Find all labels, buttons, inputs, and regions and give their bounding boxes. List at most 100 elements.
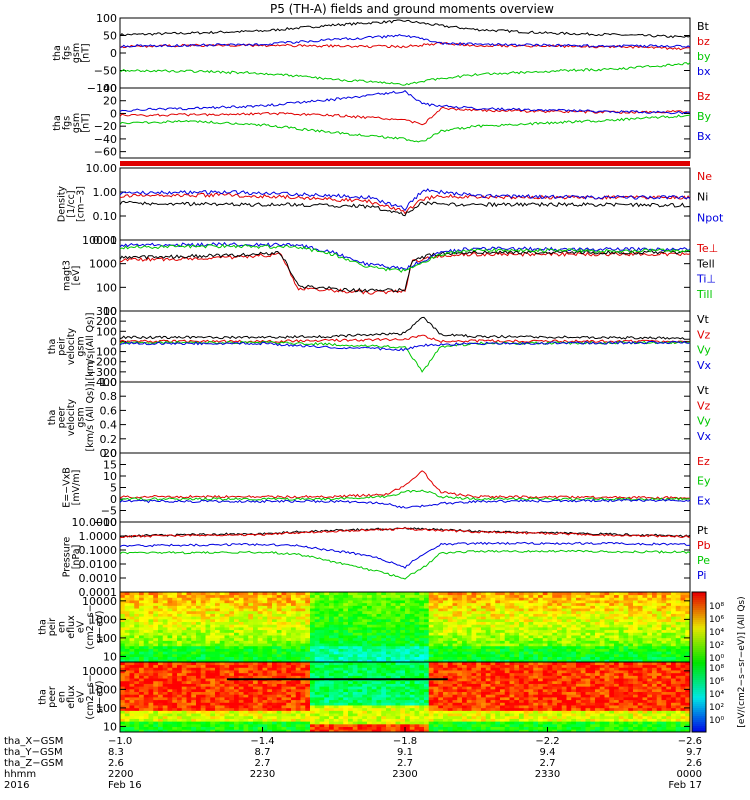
heatmap-cell [652, 618, 658, 623]
heatmap-cell [120, 640, 126, 644]
heatmap-cell [566, 610, 572, 614]
heatmap-cell [447, 659, 453, 663]
heatmap-cell [367, 597, 373, 601]
heatmap-cell [333, 594, 339, 598]
heatmap-cell [400, 707, 406, 711]
heatmap-cell [162, 621, 168, 625]
heatmap-cell [286, 675, 292, 679]
heatmap-cell [139, 613, 145, 617]
heatmap-cell [129, 662, 135, 666]
heatmap-cell [267, 659, 273, 663]
heatmap-cell [552, 624, 558, 628]
heatmap-cell [310, 635, 316, 639]
heatmap-cell [253, 710, 259, 714]
heatmap-cell [509, 659, 515, 663]
heatmap-cell [367, 667, 373, 671]
heatmap-cell [490, 597, 496, 601]
heatmap-cell [538, 653, 544, 658]
heatmap-cell [224, 629, 230, 633]
heatmap-cell [671, 621, 677, 625]
heatmap-cell [476, 605, 482, 609]
heatmap-cell [647, 637, 653, 641]
heatmap-cell [167, 713, 173, 717]
heatmap-cell [224, 602, 230, 606]
heatmap-cell [238, 718, 244, 722]
heatmap-cell [348, 667, 354, 671]
heatmap-cell [595, 627, 601, 631]
heatmap-cell [685, 648, 691, 652]
heatmap-cell [238, 610, 244, 614]
heatmap-cell [338, 632, 344, 636]
heatmap-cell [481, 629, 487, 633]
heatmap-cell [248, 605, 254, 609]
heatmap-cell [343, 705, 349, 709]
heatmap-cell [120, 621, 126, 625]
heatmap-cell [528, 653, 534, 658]
heatmap-cell [177, 710, 183, 714]
heatmap-cell [523, 645, 529, 649]
heatmap-cell [286, 640, 292, 644]
heatmap-cell [661, 624, 667, 628]
heatmap-cell [495, 629, 501, 633]
heatmap-cell [281, 629, 287, 633]
heatmap-cell [324, 659, 330, 663]
heatmap-cell [528, 602, 534, 606]
heatmap-cell [257, 697, 263, 701]
heatmap-cell [162, 707, 168, 711]
heatmap-cell [262, 702, 268, 706]
heatmap-cell [200, 594, 206, 598]
heatmap-cell [500, 602, 506, 606]
heatmap-cell [371, 624, 377, 628]
heatmap-cell [419, 613, 425, 617]
heatmap-cell [367, 710, 373, 714]
heatmap-cell [224, 683, 230, 687]
heatmap-cell [381, 691, 387, 695]
heatmap-cell [243, 651, 249, 655]
heatmap-cell [177, 702, 183, 706]
heatmap-cell [528, 648, 534, 652]
heatmap-cell [409, 613, 415, 617]
heatmap-cell [376, 683, 382, 687]
heatmap-cell [286, 597, 292, 601]
heatmap-cell [210, 694, 216, 698]
heatmap-cell [267, 653, 273, 658]
heatmap-cell [519, 594, 525, 598]
heatmap-cell [286, 605, 292, 609]
heatmap-cell [656, 592, 662, 596]
heatmap-cell [319, 670, 325, 674]
heatmap-cell [143, 659, 149, 663]
heatmap-cell [386, 594, 392, 598]
heatmap-cell [196, 613, 202, 617]
heatmap-cell [656, 597, 662, 601]
heatmap-cell [333, 691, 339, 695]
heatmap-cell [576, 597, 582, 601]
heatmap-cell [618, 645, 624, 649]
heatmap-cell [219, 624, 225, 628]
heatmap-cell [329, 688, 335, 693]
heatmap-cell [243, 632, 249, 636]
y-tick-label: 300 [96, 305, 117, 318]
heatmap-cell [210, 651, 216, 655]
heatmap-cell [300, 627, 306, 631]
heatmap-cell [452, 648, 458, 652]
heatmap-cell [153, 702, 159, 706]
heatmap-cell [181, 721, 187, 725]
heatmap-cell [561, 635, 567, 639]
heatmap-cell [248, 705, 254, 709]
heatmap-cell [134, 627, 140, 631]
heatmap-cell [186, 621, 192, 625]
heatmap-cell [324, 686, 330, 690]
heatmap-cell [310, 680, 316, 684]
heatmap-cell [262, 694, 268, 698]
heatmap-cell [281, 707, 287, 711]
heatmap-cell [124, 667, 130, 671]
heatmap-cell [224, 713, 230, 717]
heatmap-cell [580, 613, 586, 617]
heatmap-cell [561, 605, 567, 609]
heatmap-cell [352, 629, 358, 633]
heatmap-cell [333, 662, 339, 666]
heatmap-cell [409, 726, 415, 730]
heatmap-cell [675, 637, 681, 641]
heatmap-cell [191, 713, 197, 717]
heatmap-cell [576, 600, 582, 604]
